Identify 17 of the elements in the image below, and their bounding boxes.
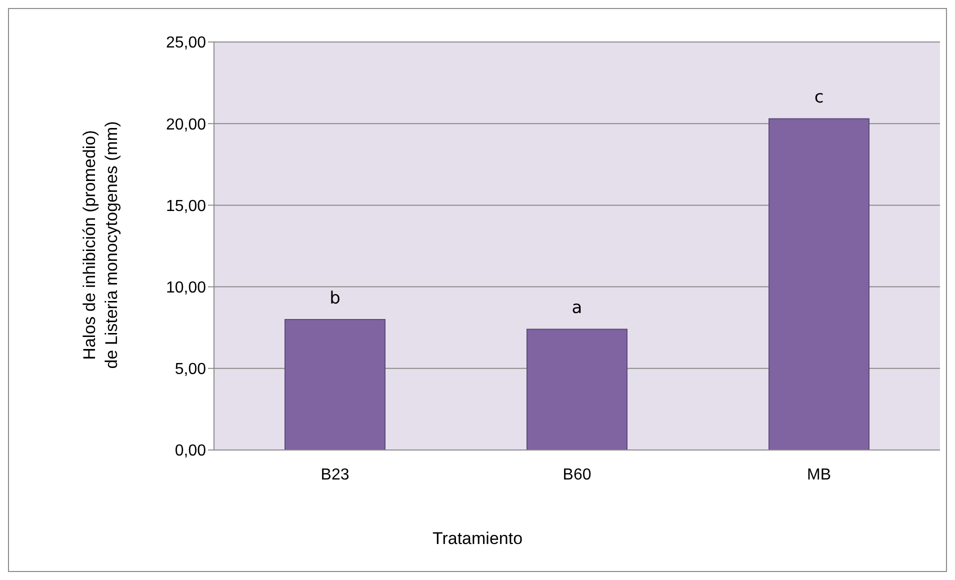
annotation: b (330, 288, 340, 308)
bar (768, 118, 870, 450)
x-tick-label: B23 (320, 466, 350, 484)
bar (284, 318, 386, 450)
y-tick-label: 0,00 (174, 442, 206, 460)
bar (526, 328, 628, 450)
y-tick-label: 10,00 (166, 279, 206, 296)
annotation: c (814, 88, 824, 108)
annotation: a (572, 298, 582, 318)
y-tick-label: 25,00 (166, 34, 206, 52)
y-axis-title: Halos de inhibición (promedio) de Listeria monocytogenes (mm) (79, 121, 122, 369)
y-tick-label: 5,00 (174, 361, 206, 378)
x-tick-label: MB (807, 466, 831, 484)
y-tick-label: 15,00 (166, 198, 206, 215)
y-tick-label: 20,00 (166, 116, 206, 134)
x-tick-label: B60 (562, 466, 592, 484)
x-axis-title: Tratamiento (431, 529, 524, 549)
